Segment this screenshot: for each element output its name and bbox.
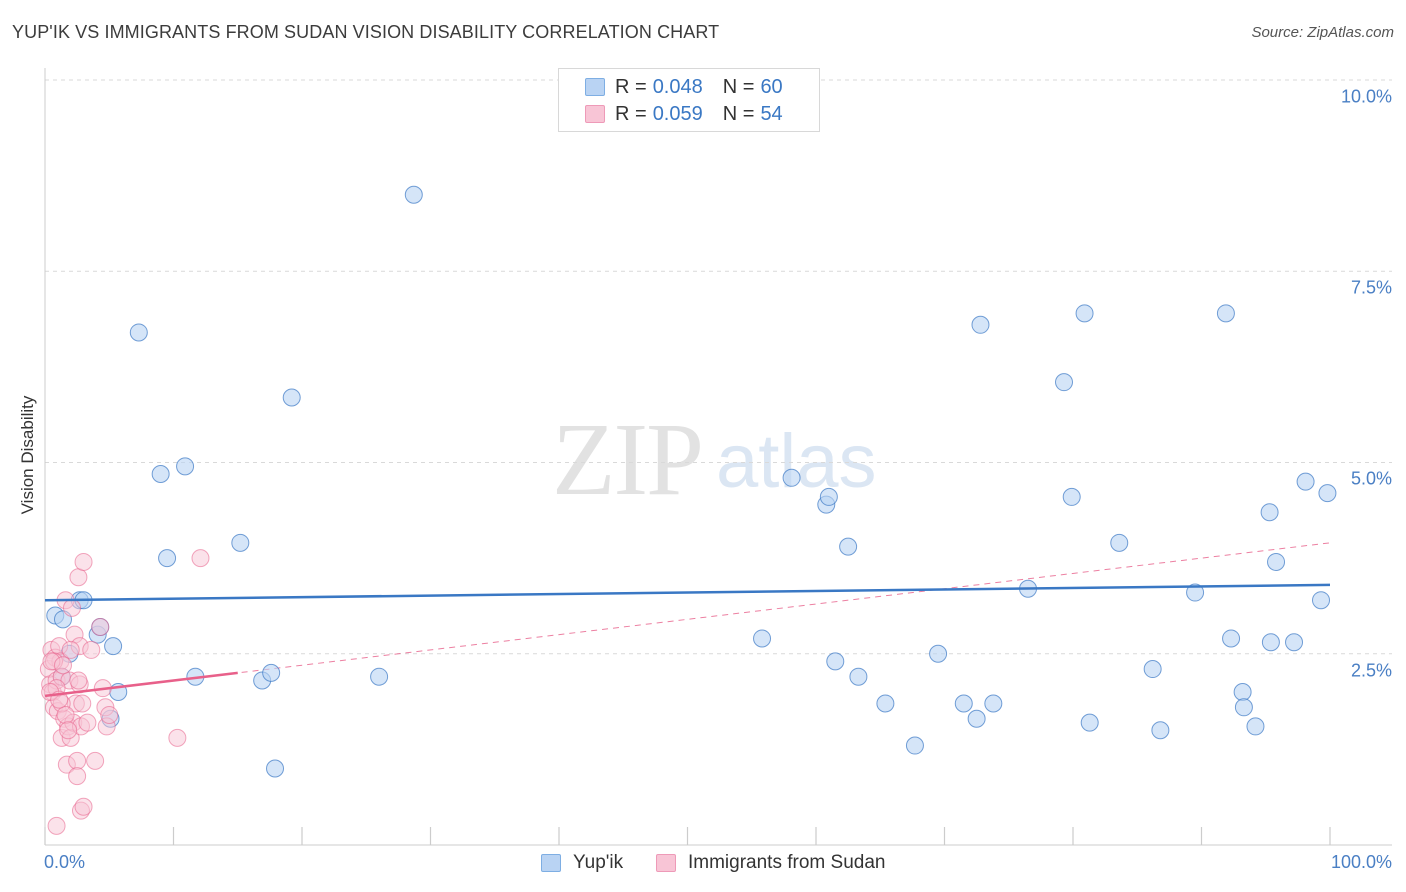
- point-yupik-31: [905, 736, 924, 755]
- point-yupik-21: [370, 667, 389, 686]
- bottom-legend-sudan[interactable]: Immigrants from Sudan: [656, 852, 885, 874]
- point-sudan-48: [168, 728, 187, 747]
- point-yupik-53: [1261, 633, 1280, 652]
- point-sudan-41: [69, 671, 88, 690]
- point-yupik-19: [266, 759, 285, 778]
- trendline-sudan: [44, 671, 238, 698]
- point-yupik-57: [1318, 484, 1337, 503]
- bottom-legend-sudan-label: Immigrants from Sudan: [688, 852, 886, 873]
- point-yupik-39: [1062, 487, 1081, 506]
- point-sudan-27: [73, 694, 92, 713]
- trendline-sudan-extended: [44, 542, 1331, 697]
- point-yupik-32: [929, 644, 948, 663]
- point-yupik-48: [1233, 683, 1252, 701]
- point-yupik-52: [1267, 552, 1286, 571]
- point-sudan-40: [100, 705, 119, 724]
- point-yupik-27: [826, 652, 845, 671]
- watermark-atlas: atlas: [716, 419, 877, 504]
- y-tick-label-7-5: 7.5%: [1350, 277, 1392, 298]
- legend-r-value: 0.059: [652, 102, 703, 125]
- point-sudan-32: [74, 797, 93, 816]
- point-sudan-23: [68, 767, 87, 786]
- bottom-legend-yupik-label: Yup'ik: [573, 852, 624, 873]
- legend-n-value: 54: [760, 102, 783, 125]
- legend-r-label: R =: [615, 75, 647, 98]
- point-sudan-28: [74, 552, 93, 571]
- point-yupik-51: [1260, 503, 1279, 522]
- point-yupik-55: [1296, 472, 1315, 491]
- bottom-legend: Yup'ik Immigrants from Sudan: [0, 852, 1406, 878]
- point-yupik-30: [876, 694, 895, 713]
- point-yupik-11: [129, 323, 148, 342]
- legend-n-label: N =: [722, 75, 755, 98]
- trendline-yupik: [44, 583, 1331, 602]
- point-yupik-18: [262, 663, 281, 682]
- point-sudan-33: [78, 713, 97, 732]
- point-sudan-36: [91, 617, 110, 636]
- point-yupik-43: [1143, 660, 1162, 679]
- point-yupik-56: [1312, 591, 1331, 610]
- point-yupik-45: [1186, 583, 1205, 602]
- point-yupik-44: [1151, 721, 1170, 740]
- point-yupik-8: [104, 637, 123, 656]
- point-sudan-24: [69, 568, 88, 587]
- point-yupik-34: [954, 694, 973, 713]
- legend-r-value: 0.048: [652, 75, 703, 98]
- point-yupik-38: [1055, 373, 1074, 392]
- point-yupik-36: [984, 694, 1003, 713]
- y-axis-label: Vision Disability: [18, 395, 37, 515]
- bottom-legend-yupik[interactable]: Yup'ik: [541, 852, 623, 874]
- point-yupik-50: [1246, 717, 1265, 736]
- point-sudan-34: [82, 640, 101, 659]
- y-tick-label-10-0: 10.0%: [1340, 86, 1392, 107]
- point-sudan-45: [61, 640, 80, 659]
- watermark-zip: ZIP: [552, 402, 704, 517]
- legend-swatch-yupik: [541, 854, 561, 872]
- legend-r-label: R =: [615, 102, 647, 125]
- point-yupik-35: [967, 709, 986, 728]
- point-yupik-14: [176, 457, 195, 476]
- point-yupik-26: [819, 487, 838, 506]
- chart-title: YUP'IK VS IMMIGRANTS FROM SUDAN VISION D…: [12, 22, 720, 42]
- point-sudan-53: [53, 656, 72, 675]
- point-yupik-46: [1216, 304, 1235, 323]
- point-sudan-35: [86, 751, 105, 770]
- point-sudan-44: [56, 705, 75, 724]
- y-tick-label-5-0: 5.0%: [1350, 468, 1392, 489]
- point-sudan-18: [62, 598, 81, 617]
- legend-swatch-sudan: [585, 105, 605, 123]
- point-yupik-29: [849, 667, 868, 686]
- point-sudan-22: [68, 751, 87, 770]
- point-yupik-33: [971, 315, 990, 334]
- point-yupik-54: [1285, 633, 1304, 652]
- point-yupik-28: [839, 537, 858, 556]
- point-yupik-23: [753, 629, 772, 648]
- y-tick-label-2-5: 2.5%: [1350, 660, 1392, 681]
- point-yupik-16: [231, 533, 250, 552]
- point-sudan-49: [191, 549, 210, 568]
- point-yupik-40: [1075, 304, 1094, 323]
- source-label: Source: ZipAtlas.com: [1251, 24, 1394, 41]
- point-yupik-24: [782, 468, 801, 487]
- point-yupik-41: [1080, 713, 1099, 732]
- legend-swatch-yupik: [585, 78, 605, 96]
- x-tick-label-min: 0.0%: [44, 852, 86, 872]
- point-yupik-47: [1222, 629, 1241, 648]
- legend: R = 0.048 N = 60 R = 0.059 N = 54: [558, 68, 820, 132]
- point-yupik-13: [158, 549, 177, 568]
- point-yupik-49: [1234, 698, 1253, 717]
- x-tick-label-max: 100.0%: [1330, 852, 1392, 872]
- point-sudan-30: [47, 816, 66, 835]
- point-yupik-42: [1110, 533, 1129, 552]
- point-yupik-20: [282, 388, 301, 407]
- legend-n-value: 60: [760, 75, 783, 98]
- legend-swatch-sudan: [656, 854, 676, 872]
- legend-n-label: N =: [722, 102, 755, 125]
- legend-row-yupik: R = 0.048 N = 60: [585, 75, 783, 99]
- point-yupik-12: [151, 464, 170, 483]
- legend-row-sudan: R = 0.059 N = 54: [585, 102, 783, 126]
- point-yupik-22: [404, 185, 423, 204]
- point-sudan-46: [59, 721, 78, 740]
